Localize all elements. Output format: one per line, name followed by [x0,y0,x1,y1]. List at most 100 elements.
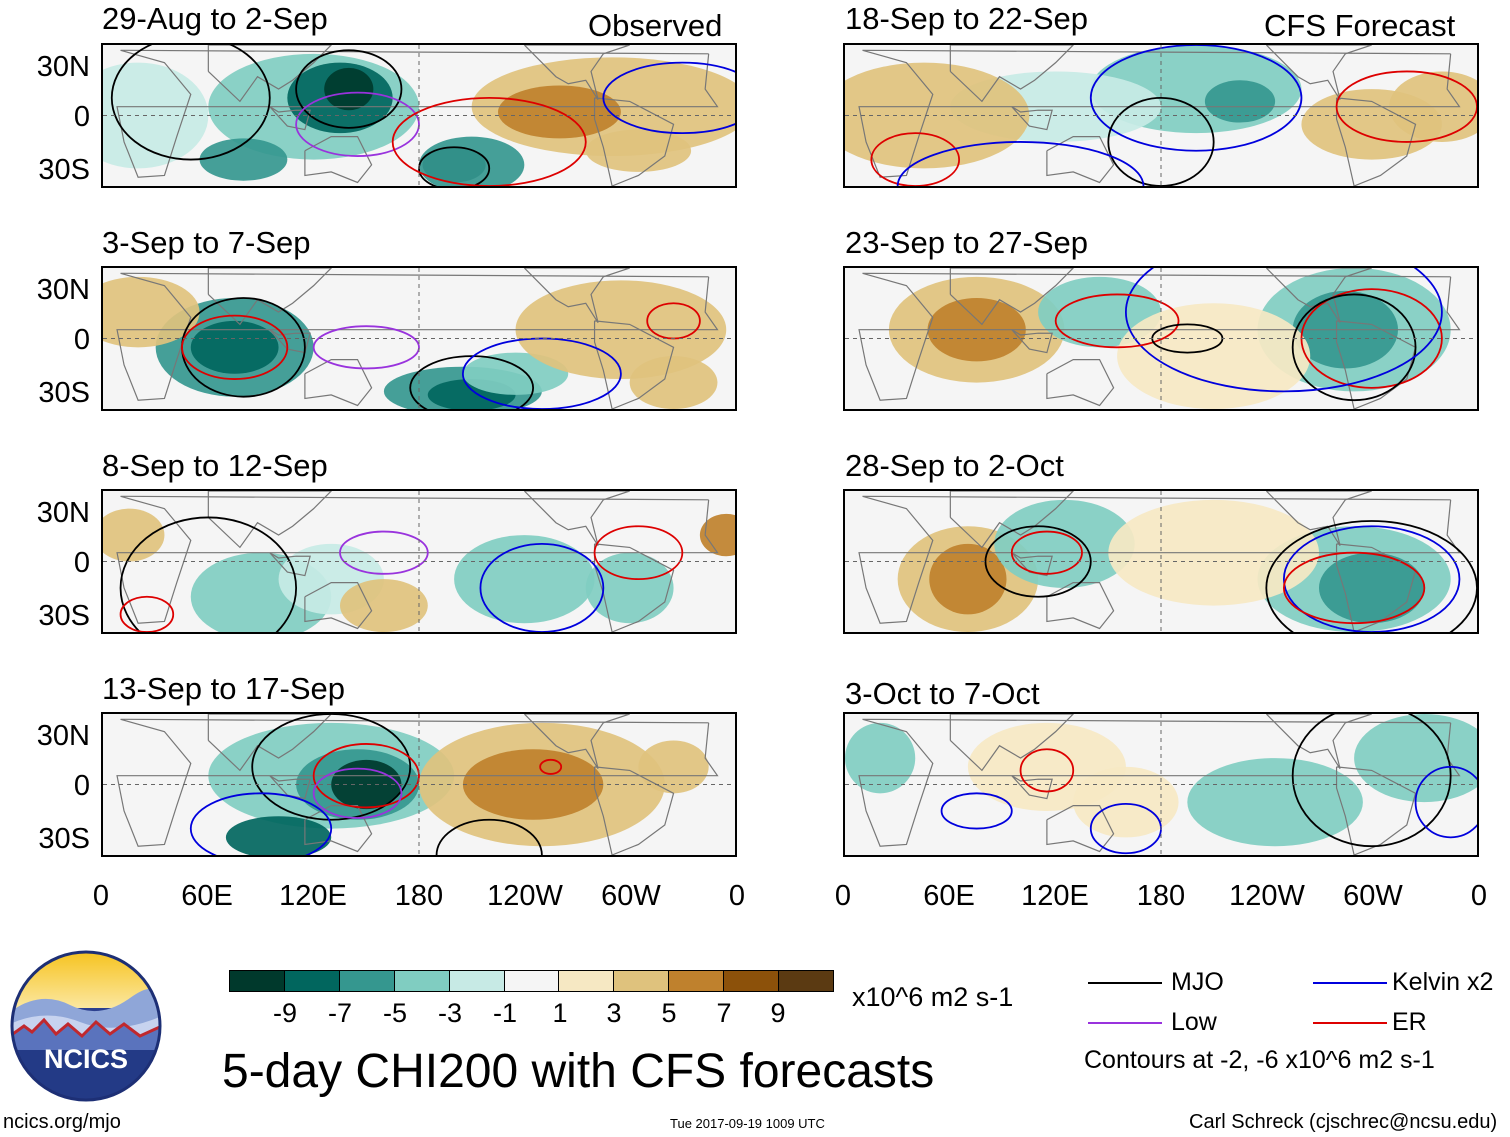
contour-line [462,337,622,409]
contour-line [593,525,684,581]
coastline [304,582,373,630]
legend-label-er: ER [1392,1008,1427,1036]
footer-author[interactable]: Carl Schreck (cjschrec@ncsu.edu) [1189,1111,1498,1133]
period-title: 13-Sep to 17-Sep [102,671,346,706]
colorbar-swatch [283,970,340,992]
anomaly-blob [845,722,916,794]
lon-tick-label: 0 [834,880,852,912]
contour-line [1283,525,1461,632]
lon-tick-label: 0 [1470,880,1488,912]
coastline [207,45,333,103]
logo-text: NCICS [44,1044,128,1074]
lon-tick-label: 0 [728,880,746,912]
contour-line [1265,520,1477,632]
coastline [1335,766,1417,855]
lon-tick-label: 0 [92,880,110,912]
coastline [523,268,630,323]
anomaly-blob [1354,714,1477,803]
chart-title: 5-day CHI200 with CFS forecasts [222,1045,935,1098]
legend-label-low: Low [1171,1008,1217,1036]
coastline [949,45,1075,103]
anomaly-blob [462,352,569,395]
lat-tick-label: 30S [38,377,90,409]
colorbar-tick: -7 [327,998,352,1028]
anomaly-blob [190,320,279,374]
coastline [1335,97,1417,186]
coastline [1046,805,1115,853]
map-canvas [845,491,1477,632]
coastline [269,106,311,131]
coastline [116,718,719,847]
colorbar-swatch [448,970,505,992]
coastline [523,45,630,100]
lat-tick-label: 30N [36,274,90,306]
coastline [304,805,373,853]
lon-tick-label: 120W [487,880,563,912]
coastline [1011,775,1053,800]
colorbar-swatch [723,970,780,992]
lat-tick-label: 0 [73,324,90,356]
coastline [1011,552,1053,577]
colorbar-swatch [393,970,450,992]
map-panel [843,489,1479,634]
map-canvas [845,268,1477,409]
anomaly-blob [340,579,428,632]
contour-line [1291,293,1417,402]
coastline [1046,359,1115,407]
coastline [858,49,1461,178]
lon-tick-label: 60E [181,880,233,912]
lat-tick-label: 0 [73,770,90,802]
legend-line-er [1313,1022,1387,1024]
lat-tick-label: 30N [36,497,90,529]
colorbar-swatch [613,970,670,992]
coastline [593,766,675,855]
coastline [207,491,333,549]
map-panel [101,712,737,857]
anomaly-blob [994,499,1135,588]
lat-tick-label: 30S [38,600,90,632]
anomaly-blob [699,513,735,557]
lon-tick-label: 120E [279,880,347,912]
colorbar-tick: 7 [716,998,732,1028]
contour-line [1125,268,1443,393]
colorbar-swatch [778,970,834,992]
map-panel [843,266,1479,411]
anomaly-blob [1187,758,1363,847]
map-panel [843,712,1479,857]
colorbar-tick: -9 [272,998,297,1028]
coastline [593,97,675,186]
period-title: 3-Sep to 7-Sep [102,225,311,260]
anomaly-blob [462,749,604,820]
coastline [1046,582,1115,630]
coastline [949,268,1075,326]
lat-tick-label: 30N [36,720,90,752]
contour-line [295,49,403,129]
map-canvas [103,714,735,855]
ncics-logo[interactable]: NCICS [10,950,162,1102]
contour-line [1054,293,1180,349]
coastline [1265,268,1372,323]
anomaly-blob [929,543,1007,615]
coastline [304,136,373,184]
contour-line [984,525,1092,598]
map-panel [101,266,737,411]
anomaly-blob [638,740,709,794]
contour-line [312,743,420,809]
map-panel [101,43,737,188]
coastline [269,552,311,577]
coastline [1265,714,1372,769]
contour-line [181,314,289,380]
anomaly-blob [1319,552,1425,624]
contour-line [896,141,1145,186]
anomaly-blob [1073,766,1179,838]
coastline [858,718,1461,847]
colorbar-tick: 9 [770,998,786,1028]
footer-url[interactable]: ncics.org/mjo [3,1111,121,1133]
lon-tick-label: 60W [1343,880,1403,912]
anomaly-blob [454,535,595,624]
contour-line [251,714,412,821]
period-title: 3-Oct to 7-Oct [845,676,1040,711]
contour-line [1010,530,1083,575]
map-panel [101,489,737,634]
contour-line [339,530,429,575]
